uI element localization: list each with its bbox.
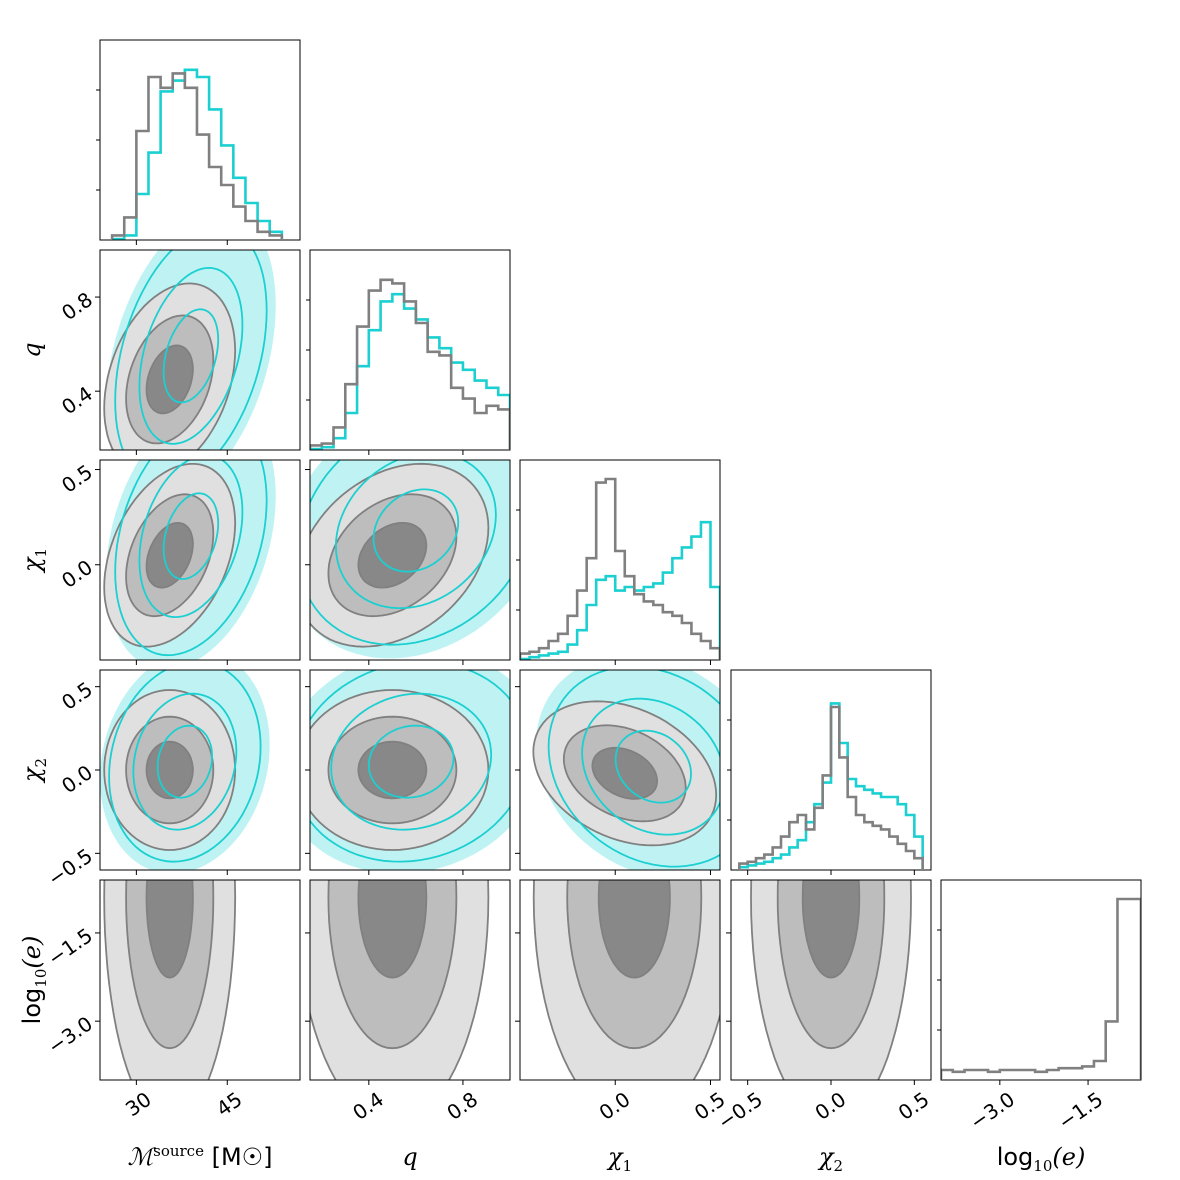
y-tick-label-log10e: −3.0 <box>43 1011 97 1059</box>
y-tick-label-log10e: −1.5 <box>43 923 97 971</box>
contour-panel-q-vs-chi1 <box>309 459 511 661</box>
contour-series-b-level-3 <box>367 724 455 799</box>
contour-series-a-level-3 <box>357 880 428 979</box>
contour-series-b-level-1 <box>547 670 720 868</box>
contour-series-a-level-3 <box>597 880 671 979</box>
y-tick-label-chi1: 0.0 <box>57 555 97 593</box>
y-tick-label-chi1: 0.5 <box>57 460 97 498</box>
x-tick-label-q: 0.4 <box>348 1087 388 1125</box>
y-tick-label-q: 0.4 <box>57 381 97 419</box>
axis-label-chi2: χ2 <box>817 1143 843 1175</box>
hist-chi2-series_a <box>738 705 924 869</box>
x-tick-label-q: 0.8 <box>442 1087 482 1125</box>
y-tick-label-q: 0.8 <box>57 287 97 325</box>
contour-panel-q-vs-log10e <box>309 879 511 1081</box>
contour-series-b-level-2 <box>581 697 720 836</box>
axis-label-log10e: log10(e) <box>18 936 50 1025</box>
contour-series-b-level-3 <box>372 488 460 573</box>
y-tick-label-chi2: 0.0 <box>57 760 97 798</box>
x-tick-label-mchirp: 45 <box>212 1087 247 1121</box>
x-tick-label-chi2: 0.5 <box>894 1087 934 1125</box>
contour-panel-q-vs-chi2 <box>309 669 511 871</box>
contour-series-a-level-3 <box>145 522 194 589</box>
axis-label-chi1: χ1 <box>606 1143 632 1175</box>
hist-panel-mchirp <box>96 39 301 241</box>
hist-chi2-series_b <box>738 702 924 869</box>
contour-series-b-level-2 <box>132 692 238 831</box>
contour-panel-chi2-vs-log10e <box>730 879 932 1081</box>
contour-panel-mchirp-vs-chi2 <box>99 669 301 871</box>
contour-series-a-level-3 <box>145 880 194 979</box>
contour-series-b-level-3 <box>162 492 220 580</box>
axis-label-q: q <box>18 342 46 357</box>
axis-label-chi1: χ1 <box>18 548 50 574</box>
contour-series-b-level-1 <box>114 460 268 657</box>
hist-q-series_a <box>310 278 510 449</box>
contour-series-a-level-3 <box>145 740 194 800</box>
contour-series-b-level-1 <box>310 670 510 863</box>
hist-chi1-series_a <box>520 477 720 659</box>
contour-series-b-level-1 <box>310 460 510 646</box>
hist-panel-log10e <box>937 879 1142 1081</box>
hist-mchirp-series_b <box>112 68 284 240</box>
contour-series-a-level-3 <box>801 880 861 979</box>
x-tick-label-mchirp: 30 <box>121 1087 156 1121</box>
contour-series-b-level-3 <box>162 308 220 404</box>
x-tick-label-chi2: −0.5 <box>713 1087 767 1135</box>
contour-series-b-level-1 <box>114 250 268 450</box>
contour-series-b-level-1 <box>108 670 262 863</box>
hist-mchirp-series_a <box>110 72 284 239</box>
contour-series-b-level-3 <box>614 729 692 804</box>
contour-series-b-level-2 <box>138 266 244 445</box>
hist-panel-chi2 <box>727 669 932 871</box>
contour-series-b-level-2 <box>330 692 493 831</box>
axis-label-chi2: χ2 <box>18 758 50 784</box>
x-tick-label-chi1: 0.0 <box>595 1087 635 1125</box>
y-tick-label-chi2: −0.5 <box>43 844 97 892</box>
contour-series-b-level-3 <box>156 724 214 799</box>
contour-panel-chi1-vs-log10e <box>519 879 721 1081</box>
hist-log10e-series_a <box>941 897 1141 1079</box>
axis-label-log10e: log10(e) <box>997 1143 1086 1175</box>
y-tick-label-chi2: 0.5 <box>57 677 97 715</box>
contour-panel-mchirp-vs-q <box>99 249 301 451</box>
hist-panel-chi1 <box>516 459 721 661</box>
x-tick-label-log10e: −3.0 <box>966 1087 1020 1135</box>
axis-label-q: q <box>402 1143 417 1171</box>
contour-series-b-level-2 <box>334 460 497 609</box>
contour-panel-mchirp-vs-log10e <box>99 879 301 1081</box>
contour-panel-chi1-vs-chi2 <box>519 669 721 871</box>
contour-panel-mchirp-vs-chi1 <box>99 459 301 661</box>
axis-label-mchirp: ℳsource [M☉] <box>127 1142 272 1171</box>
x-tick-label-chi2: 0.0 <box>810 1087 850 1125</box>
contour-series-b-level-2 <box>138 460 244 619</box>
hist-panel-q <box>306 249 511 451</box>
hist-chi1-series_b <box>520 520 720 660</box>
hist-q-series_b <box>310 292 510 450</box>
x-tick-label-log10e: −1.5 <box>1054 1087 1108 1135</box>
